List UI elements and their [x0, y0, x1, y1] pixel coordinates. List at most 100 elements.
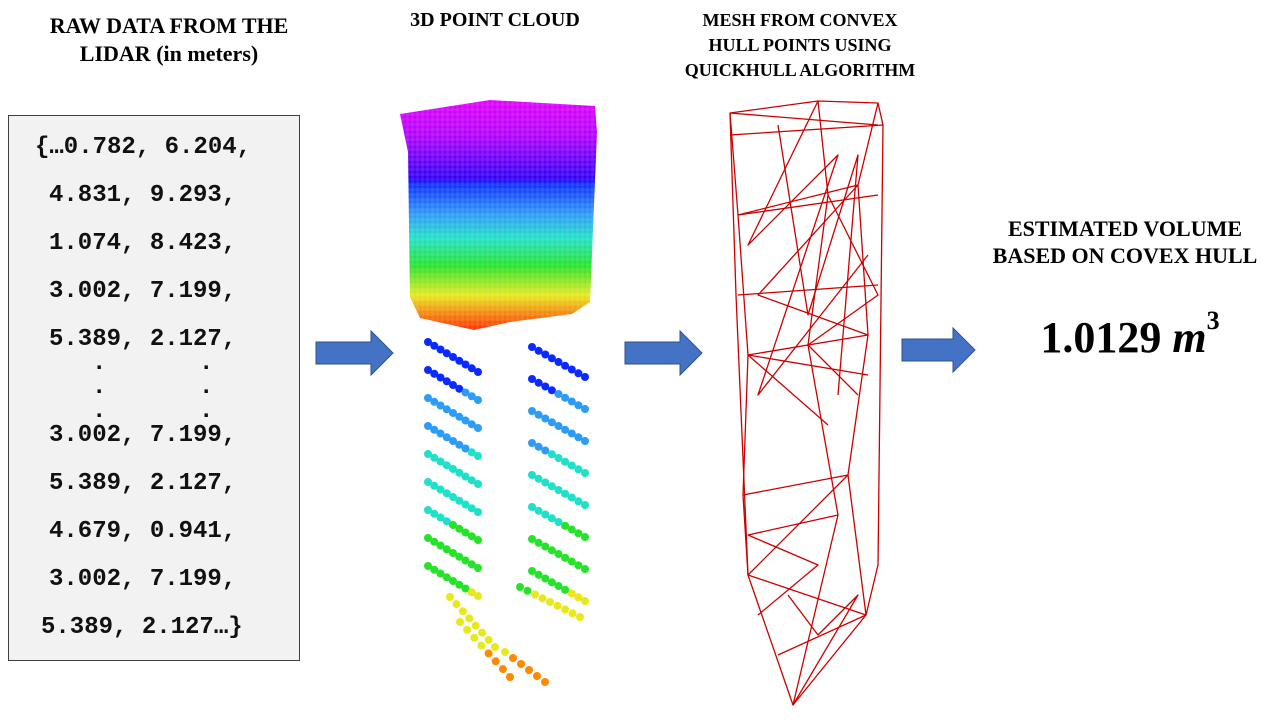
mesh-edge [747, 100, 869, 396]
mesh-title-line-3: QUICKHULL ALGORITHM [684, 60, 916, 80]
point-cloud-dot [547, 482, 556, 491]
point-cloud-dot [547, 418, 556, 427]
point-cloud-dot [534, 538, 543, 547]
point-cloud-dot [525, 666, 533, 674]
point-cloud-dot [517, 660, 525, 668]
mesh-edge [737, 184, 869, 426]
point-cloud-dot [574, 369, 583, 378]
point-cloud-dot [455, 524, 464, 533]
point-cloud-dot [446, 593, 454, 601]
point-cloud-dot [436, 373, 445, 382]
volume-title-line-1: ESTIMATED VOLUME [1007, 216, 1243, 241]
point-cloud-dot [474, 368, 482, 376]
raw-line-4: 3.002, 7.199, [49, 278, 237, 305]
point-cloud-dot [461, 500, 470, 509]
mesh-title-line-1: MESH FROM CONVEX [702, 10, 898, 30]
point-cloud-dot [424, 506, 432, 514]
point-cloud-dot [554, 518, 563, 526]
point-cloud-dot [528, 375, 536, 383]
point-cloud-dot [547, 450, 556, 459]
volume-exponent: 3 [1206, 306, 1220, 335]
point-cloud-dot [449, 353, 457, 361]
point-cloud-dot [534, 410, 543, 419]
point-cloud-strips [424, 338, 589, 686]
raw-data-title: RAW DATA FROM THE LIDAR (in meters) [20, 12, 318, 68]
point-cloud-dot [561, 489, 570, 498]
point-cloud-dot [424, 394, 432, 402]
point-cloud-dot [541, 478, 550, 487]
point-cloud-dot [455, 552, 464, 561]
point-cloud-dot [455, 580, 464, 589]
point-cloud-dot [554, 454, 563, 462]
point-cloud-dot [554, 422, 563, 430]
raw-line-1: {…0.782, 6.204, [35, 134, 252, 161]
point-cloud-dot [456, 618, 464, 626]
raw-data-box [8, 115, 300, 661]
point-cloud-dot [561, 605, 569, 614]
raw-line-5: 5.389, 2.127, [49, 326, 237, 353]
point-cloud-dot [436, 513, 445, 522]
point-cloud-dot [461, 528, 470, 537]
point-cloud-dot [424, 478, 432, 486]
point-cloud-dot [534, 506, 543, 515]
point-cloud-dot [567, 461, 576, 470]
convex-hull-mesh-image [729, 100, 884, 706]
point-cloud-dot [567, 557, 576, 566]
raw-line-9: 3.002, 7.199, [49, 566, 237, 593]
volume-unit: m [1172, 313, 1207, 362]
point-cloud-dot [484, 649, 493, 658]
point-cloud-dot [567, 525, 576, 534]
ellipsis-dot: . [199, 398, 214, 425]
point-cloud-dot [461, 360, 470, 369]
point-cloud-dot [424, 338, 432, 346]
point-cloud-dot [474, 452, 482, 460]
mesh-edge [737, 284, 879, 376]
point-cloud-dot [576, 613, 584, 621]
point-cloud-dot [541, 350, 550, 359]
point-cloud-dot [574, 497, 583, 506]
point-cloud-dot [581, 469, 589, 477]
point-cloud-dot [574, 529, 583, 538]
point-cloud-dot [458, 607, 467, 616]
point-cloud-dot [491, 643, 499, 651]
point-cloud-dot [541, 510, 550, 519]
point-cloud-dot [574, 433, 583, 442]
raw-line-2: 4.831, 9.293, [49, 182, 237, 209]
point-cloud-dot [430, 537, 439, 546]
point-cloud-dot [449, 465, 457, 473]
point-cloud-dot [541, 678, 549, 686]
point-cloud-dot [567, 365, 576, 374]
ellipsis-dot: . [92, 350, 107, 377]
point-cloud-dot [547, 578, 556, 587]
point-cloud-dot [541, 542, 550, 551]
raw-line-3: 1.074, 8.423, [49, 230, 237, 257]
point-cloud-dot [528, 343, 536, 351]
point-cloud-dot [484, 635, 493, 644]
point-cloud-dot [430, 397, 439, 406]
point-cloud-dot [467, 560, 476, 569]
mesh-edge [807, 194, 879, 396]
ellipsis-dot: . [199, 374, 214, 401]
point-cloud-dot [455, 496, 464, 505]
point-cloud-dot [567, 589, 576, 598]
point-cloud-dot [534, 346, 543, 355]
point-cloud-dot [442, 489, 451, 498]
point-cloud-dot [442, 433, 451, 442]
point-cloud-dot [430, 341, 439, 350]
point-cloud-dot [430, 425, 439, 434]
point-cloud-dot [474, 536, 482, 544]
point-cloud-dot [424, 450, 432, 458]
point-cloud-dot [470, 633, 479, 642]
point-cloud-dot [442, 405, 451, 414]
point-cloud-dot [561, 425, 570, 434]
point-cloud-dot [516, 583, 524, 591]
point-cloud-dot [467, 392, 476, 401]
point-cloud-dot [436, 345, 445, 354]
point-cloud-dot [553, 601, 562, 610]
point-cloud-dot [467, 476, 476, 485]
point-cloud-dot [442, 573, 451, 582]
point-cloud-dot [442, 461, 451, 470]
mesh-edge [847, 102, 879, 616]
point-cloud-dot [528, 439, 536, 447]
point-cloud-dot [533, 672, 541, 680]
